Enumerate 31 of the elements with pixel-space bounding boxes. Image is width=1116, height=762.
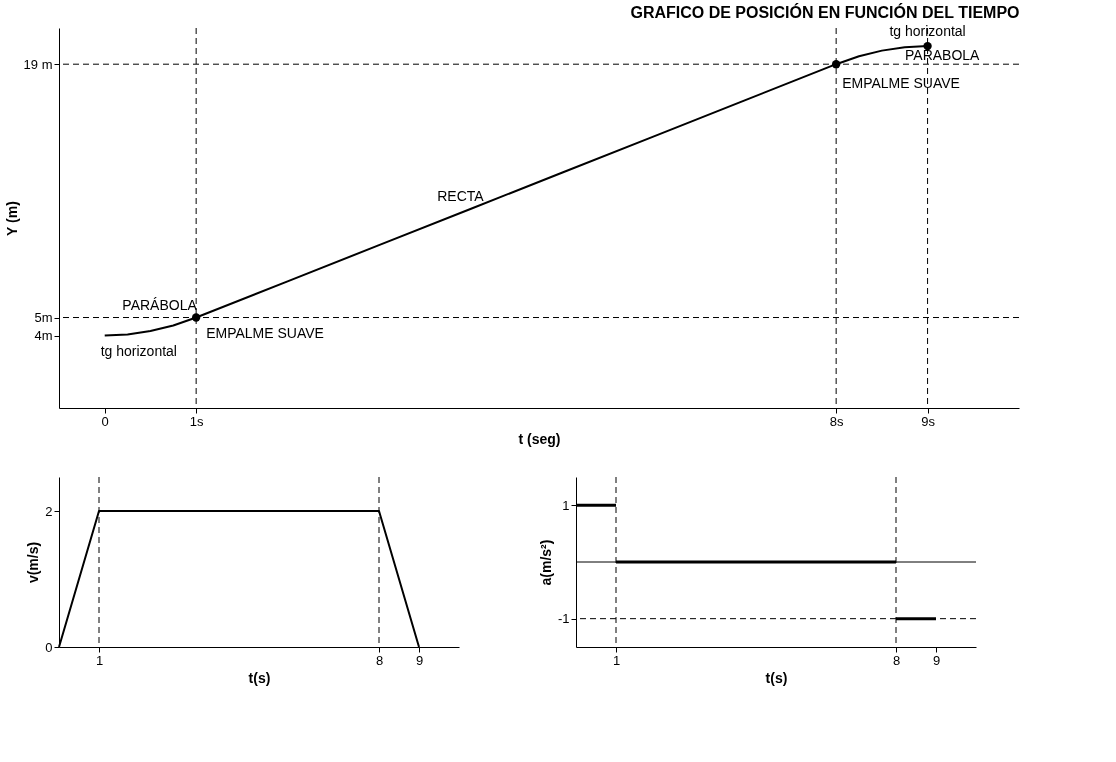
- y-tick-label: 19 m: [23, 56, 53, 72]
- y-tick-label: 0: [45, 639, 53, 655]
- annotation: RECTA: [437, 187, 485, 204]
- annotation: tg horizontal: [100, 342, 177, 359]
- x-axis-title: t(s): [248, 669, 271, 686]
- x-tick-label: 9s: [921, 413, 936, 429]
- x-tick-label: 0: [101, 413, 109, 429]
- y-tick-label: 5m: [34, 310, 53, 326]
- x-tick-label: 8: [892, 652, 901, 668]
- annotation: tg horizontal: [889, 23, 966, 40]
- x-tick-label: 9: [932, 652, 941, 668]
- annotation: PARABOLA: [905, 46, 981, 63]
- x-tick-label: 1: [95, 652, 104, 668]
- x-tick-label: 1: [612, 652, 621, 668]
- x-tick-label: 1s: [189, 413, 205, 429]
- y-tick-label: 2: [45, 503, 53, 519]
- y-axis-title: v(m/s): [25, 541, 42, 584]
- annotation: PARÁBOLA: [122, 297, 198, 314]
- point: [923, 41, 932, 51]
- y-tick-label: 4m: [34, 328, 53, 344]
- y-axis-title: Y (m): [3, 201, 20, 236]
- x-tick-label: 8s: [829, 413, 845, 429]
- x-axis-title: t (seg): [518, 430, 561, 447]
- chart-title: GRAFICO DE POSICIÓN EN FUNCIÓN DEL TIEMPO: [630, 3, 1020, 22]
- y-axis-title: a(m/s²): [537, 539, 554, 586]
- annotation: EMPALME SUAVE: [842, 75, 960, 92]
- annotation: EMPALME SUAVE: [206, 324, 324, 341]
- y-tick-label: -1: [557, 611, 570, 627]
- x-tick-label: 8: [375, 652, 384, 668]
- x-tick-label: 9: [415, 652, 424, 668]
- x-axis-title: t(s): [765, 669, 788, 686]
